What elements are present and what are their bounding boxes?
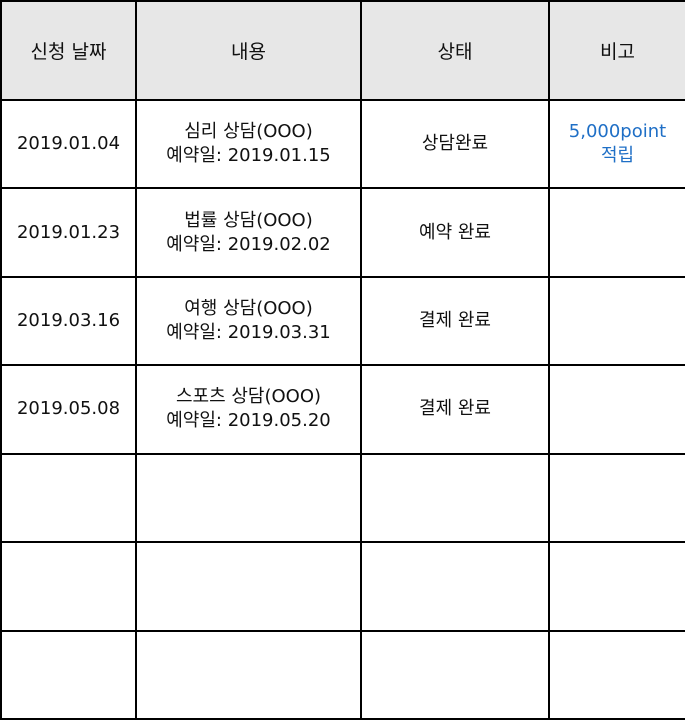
cell-status: 결제 완료 [360, 364, 550, 455]
cell-request-date: 2019.01.23 [0, 187, 137, 278]
cell-note [548, 275, 685, 367]
empty-cell [135, 452, 362, 544]
header-request-date: 신청 날짜 [0, 0, 137, 101]
content-title: 법률 상담(OOO) [184, 209, 313, 231]
empty-cell [135, 541, 362, 632]
note-accrued: 적립 [600, 145, 635, 167]
cell-note [548, 364, 685, 455]
empty-cell [0, 452, 137, 544]
table-header: 신청 날짜 내용 상태 비고 [0, 0, 685, 101]
empty-cell [135, 629, 362, 720]
cell-request-date: 2019.03.16 [0, 275, 137, 367]
header-note: 비고 [548, 0, 685, 101]
cell-content: 법률 상담(OOO) 예약일: 2019.02.02 [135, 187, 362, 278]
cell-status: 예약 완료 [360, 187, 550, 278]
content-reservation-date: 예약일: 2019.05.20 [166, 410, 331, 432]
empty-row [0, 629, 685, 720]
table-row: 2019.01.23 법률 상담(OOO) 예약일: 2019.02.02 예약… [0, 187, 685, 278]
header-content: 내용 [135, 0, 362, 101]
content-title: 여행 상담(OOO) [184, 298, 313, 320]
empty-cell [548, 629, 685, 720]
empty-row [0, 452, 685, 544]
content-reservation-date: 예약일: 2019.01.15 [166, 145, 331, 167]
header-row: 신청 날짜 내용 상태 비고 [0, 0, 685, 101]
empty-cell [360, 541, 550, 632]
header-status: 상태 [360, 0, 550, 101]
empty-cell [548, 541, 685, 632]
cell-note [548, 187, 685, 278]
empty-cell [360, 629, 550, 720]
table-row: 2019.03.16 여행 상담(OOO) 예약일: 2019.03.31 결제… [0, 275, 685, 367]
cell-content: 스포츠 상담(OOO) 예약일: 2019.05.20 [135, 364, 362, 455]
table-row: 2019.01.04 심리 상담(OOO) 예약일: 2019.01.15 상담… [0, 98, 685, 190]
table-row: 2019.05.08 스포츠 상담(OOO) 예약일: 2019.05.20 결… [0, 364, 685, 455]
content-reservation-date: 예약일: 2019.02.02 [166, 233, 331, 255]
cell-content: 여행 상담(OOO) 예약일: 2019.03.31 [135, 275, 362, 367]
table-body: 2019.01.04 심리 상담(OOO) 예약일: 2019.01.15 상담… [0, 98, 685, 720]
cell-status: 상담완료 [360, 98, 550, 190]
content-reservation-date: 예약일: 2019.03.31 [166, 322, 331, 344]
cell-request-date: 2019.01.04 [0, 98, 137, 190]
cell-request-date: 2019.05.08 [0, 364, 137, 455]
content-title: 스포츠 상담(OOO) [175, 386, 322, 408]
empty-cell [0, 629, 137, 720]
content-title: 심리 상담(OOO) [184, 121, 313, 143]
cell-content: 심리 상담(OOO) 예약일: 2019.01.15 [135, 98, 362, 190]
empty-cell [360, 452, 550, 544]
cell-status: 결제 완료 [360, 275, 550, 367]
empty-row [0, 541, 685, 632]
cell-note: 5,000point 적립 [548, 98, 685, 190]
empty-cell [548, 452, 685, 544]
empty-cell [0, 541, 137, 632]
note-points: 5,000point [568, 121, 667, 143]
